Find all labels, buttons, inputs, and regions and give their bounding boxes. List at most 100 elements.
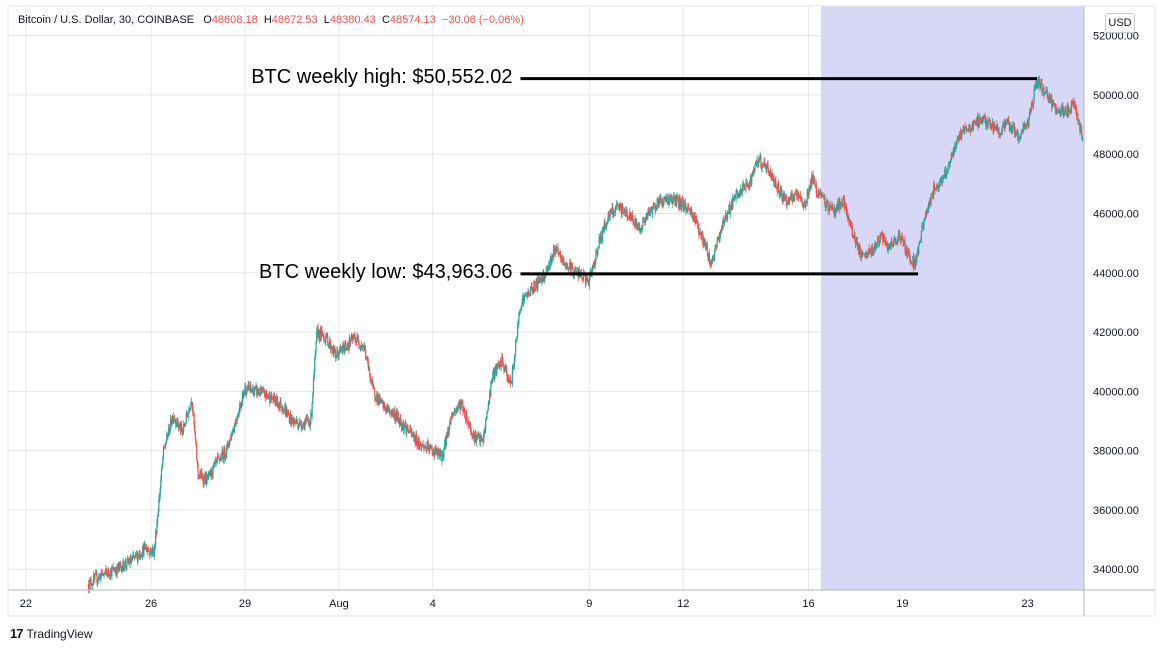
candle-body [593,262,596,266]
candle-body [986,122,988,128]
candle-body [822,195,825,199]
candle-body [1017,132,1019,141]
candle-body [923,220,926,222]
candle-body [412,432,414,437]
candle-body [1023,126,1025,130]
candle-body [918,245,920,254]
candle-body [507,377,510,383]
candle-body [405,423,407,434]
candle-body [363,345,365,348]
candle-body [765,167,767,170]
candle-body [361,346,363,348]
candle-body [435,448,437,453]
candle-body [291,414,293,421]
candle-body [698,233,701,235]
candle-body [1057,111,1059,113]
candle-body [1006,120,1009,123]
candle-body [514,354,516,359]
candle-body [1072,101,1074,104]
candle-body [298,425,300,427]
candle-body [833,208,836,215]
candle-body [798,196,800,198]
candle-body [1000,131,1003,135]
candle-body [104,572,106,574]
candle-body [96,580,99,583]
candle-body [869,250,871,252]
candle-body [305,418,307,421]
candle-body [905,247,907,253]
candle-body [597,248,599,254]
candle-body [747,186,749,188]
candle-body [730,201,733,211]
candle-body [437,449,439,456]
candle-body [599,233,602,243]
candle-body [508,381,510,383]
candle-body [381,399,383,403]
candle-body [117,564,120,569]
candle-body [954,145,956,148]
currency-button[interactable]: USD [1105,13,1135,33]
candle-body [739,193,741,198]
candle-body [384,406,386,410]
candle-body [266,394,268,396]
candle-body [380,398,382,400]
candle-body [184,424,186,427]
candle-body [1028,117,1030,126]
candle-body [829,203,831,208]
tradingview-footer[interactable]: 17 TradingView [10,626,93,641]
candle-body [431,447,433,453]
candle-body [633,224,635,226]
candle-body [886,242,888,244]
candle-body [805,201,807,208]
candle-body [494,369,496,380]
candle-body [444,437,446,445]
candle-body [595,251,597,262]
open-label: O [203,14,212,26]
candle-body [931,193,934,197]
candle-body [478,435,480,438]
candle-body [556,248,558,251]
candle-body [622,212,624,214]
candle-body [447,428,449,438]
candle-body [94,574,96,579]
candle-body [533,280,535,290]
candle-body [323,339,326,341]
candle-body [818,192,821,196]
candle-body [477,435,479,436]
candle-body [749,181,751,188]
candle-body [792,194,795,201]
candle-body [892,244,894,247]
candle-body [556,247,559,249]
candle-body [265,390,267,398]
candle-body [790,196,792,200]
candle-body [901,237,904,240]
candle-body [278,404,280,409]
candle-body [1025,126,1027,128]
candle-body [1048,95,1050,100]
candle-body [736,190,738,192]
candle-body [361,345,363,347]
candle-body [703,238,705,244]
candle-body [89,579,92,581]
candle-body [342,344,345,346]
candle-body [192,412,195,414]
candle-body [916,254,918,264]
candle-body [731,201,733,209]
candle-body [794,192,797,195]
candle-body [500,360,502,366]
candle-body [820,194,822,195]
candle-body [1051,97,1053,109]
candle-body [267,395,269,398]
candle-body [355,340,358,342]
candle-body [616,202,619,205]
candle-body [129,557,131,564]
candle-body [695,216,697,220]
candle-body [743,183,745,189]
candle-body [1018,137,1020,139]
candle-body [1070,101,1072,114]
candle-body [119,562,122,566]
candle-body [538,276,540,282]
weekly-low-annotation: BTC weekly low: $43,963.06 [259,260,513,283]
candle-body [183,423,185,431]
